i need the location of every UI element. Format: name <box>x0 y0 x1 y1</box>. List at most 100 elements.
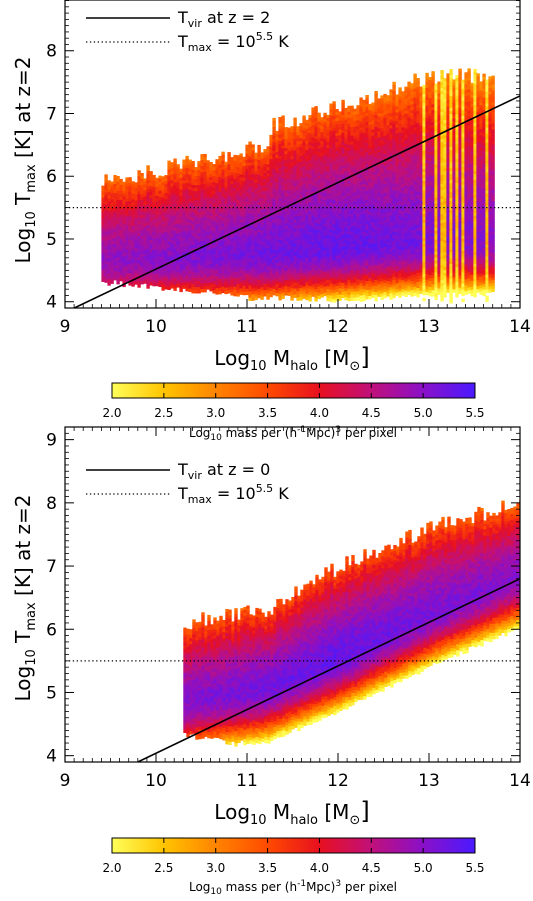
heat-cell <box>278 156 282 160</box>
heat-cell <box>350 108 354 112</box>
heat-cell <box>248 234 252 238</box>
heat-cell <box>311 242 315 246</box>
heat-cell <box>287 211 291 215</box>
heat-cell <box>263 173 267 177</box>
heat-cell <box>101 227 105 231</box>
heat-cell <box>254 212 258 217</box>
heat-cell <box>254 281 258 286</box>
heat-cell <box>176 278 180 282</box>
heat-cell <box>287 226 291 230</box>
heat-cell <box>116 188 120 192</box>
heat-cell <box>260 179 264 183</box>
heat-cell <box>272 201 276 206</box>
heat-cell <box>329 151 333 155</box>
heat-cell <box>284 235 288 239</box>
heat-cell <box>308 280 312 284</box>
heat-cell <box>362 99 366 104</box>
heat-cell <box>269 233 273 238</box>
heat-cell <box>137 203 141 207</box>
heat-cell <box>263 191 267 195</box>
heat-cell <box>218 230 222 235</box>
heat-cell <box>212 284 216 288</box>
heat-cell <box>272 144 276 149</box>
heat-cell <box>386 179 390 183</box>
heat-cell <box>287 277 291 281</box>
heat-cell <box>146 276 150 280</box>
heat-cell <box>179 282 183 287</box>
heat-cell <box>233 211 237 216</box>
heat-cell <box>281 130 285 134</box>
heat-cell <box>233 166 237 171</box>
heat-cell <box>293 156 297 160</box>
heat-cell <box>362 153 366 158</box>
heat-cell <box>275 196 279 201</box>
heat-cell <box>341 186 345 191</box>
heat-cell <box>221 289 225 294</box>
heat-cell <box>257 267 261 272</box>
heat-cell <box>365 104 369 108</box>
heat-cell <box>281 190 285 194</box>
heat-cell <box>155 255 159 260</box>
heat-cell <box>119 214 123 219</box>
heat-cell <box>338 117 342 121</box>
heat-cell <box>269 245 273 250</box>
heat-cell <box>179 240 183 245</box>
heat-cell <box>317 283 321 288</box>
heat-cell <box>239 258 243 262</box>
heat-cell <box>377 218 381 222</box>
heat-cell <box>392 171 396 176</box>
heat-cell <box>362 213 366 218</box>
heat-cell <box>104 249 108 253</box>
heat-cell <box>206 166 210 170</box>
heat-cell <box>317 202 321 207</box>
heat-cell <box>386 251 390 255</box>
heat-cell <box>380 242 384 246</box>
heat-cell <box>104 273 108 277</box>
heat-cell <box>290 240 294 244</box>
heat-cell <box>335 130 339 134</box>
heat-cell <box>191 254 195 258</box>
heat-cell <box>383 93 387 98</box>
heat-cell <box>263 152 267 156</box>
heat-cell <box>221 163 225 168</box>
heat-cell <box>332 125 336 129</box>
heat-cell <box>188 213 192 217</box>
heat-cell <box>299 270 303 274</box>
heat-cell <box>377 263 381 267</box>
heat-cell <box>239 276 243 280</box>
heat-cell <box>284 277 288 281</box>
heat-cell <box>203 247 207 251</box>
heat-cell <box>299 147 303 151</box>
heat-cell <box>248 255 252 259</box>
heat-cell <box>194 218 198 222</box>
heat-cell <box>392 231 396 236</box>
heat-cell <box>329 130 333 134</box>
heat-cell <box>380 281 384 285</box>
heat-cell <box>275 166 279 171</box>
heat-cell <box>116 260 120 264</box>
heat-cell <box>245 198 249 203</box>
heat-cell <box>107 180 111 184</box>
heat-cell <box>140 278 144 282</box>
heat-cell <box>326 165 330 170</box>
heat-cell <box>212 167 216 171</box>
heat-cell <box>173 203 177 207</box>
heat-cell <box>209 273 213 277</box>
heat-cell <box>236 251 240 255</box>
heat-cell <box>293 285 297 289</box>
heat-cell <box>392 210 396 215</box>
heat-cell <box>110 217 114 221</box>
heat-cell <box>197 212 201 216</box>
heat-cell <box>368 199 372 204</box>
heat-cell <box>374 169 378 173</box>
heat-cell <box>353 288 357 293</box>
heat-cell <box>188 234 192 238</box>
heat-cell <box>251 165 255 169</box>
heat-cell <box>314 166 318 170</box>
heat-cell <box>131 268 135 272</box>
heat-cell <box>266 281 270 285</box>
heat-cell <box>374 121 378 125</box>
heat-cell <box>185 164 189 169</box>
heat-cell <box>308 229 312 233</box>
heat-cell <box>299 291 303 295</box>
